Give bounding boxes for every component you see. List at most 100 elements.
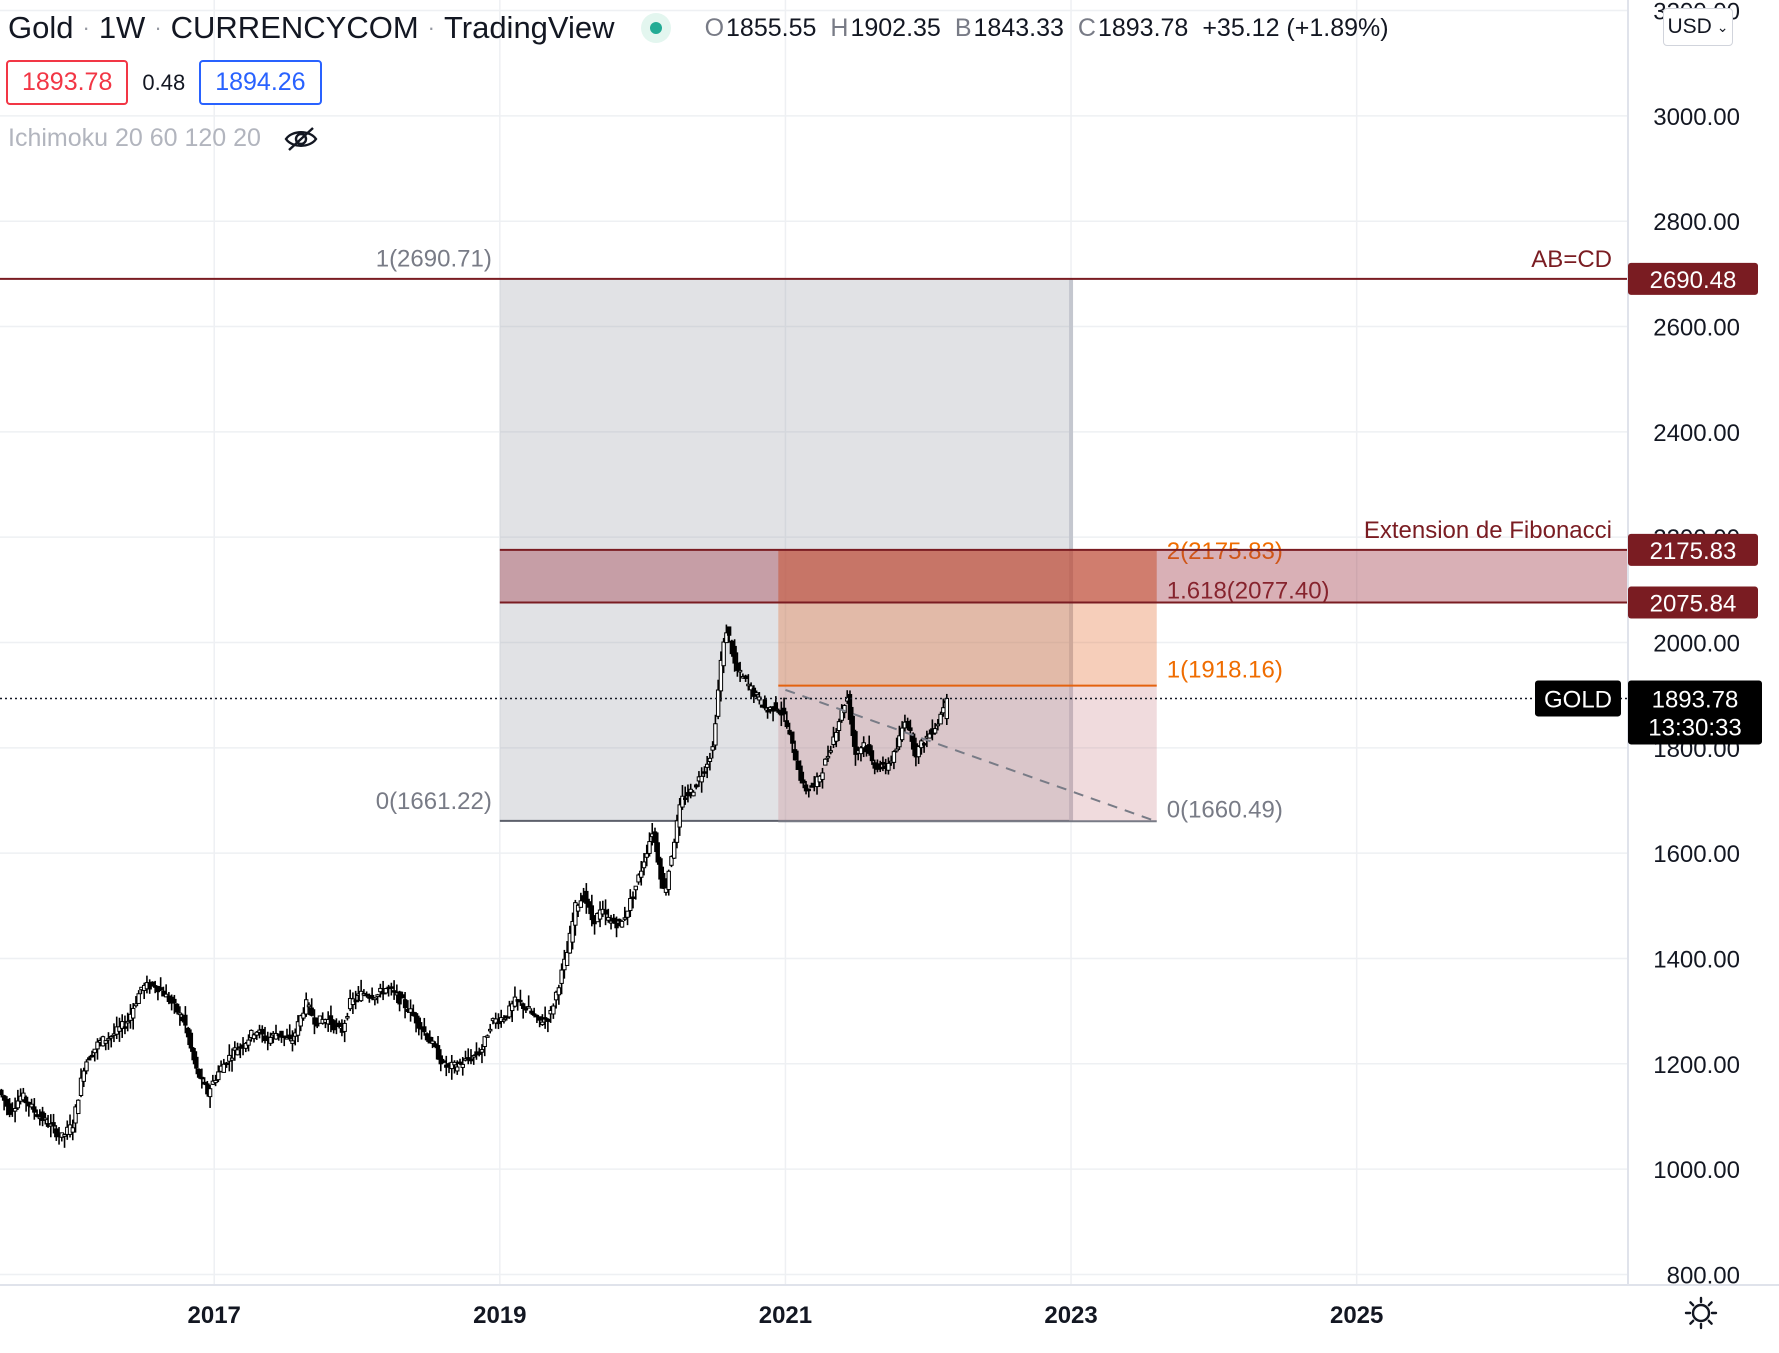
candle-body [633,885,638,891]
candle-body [106,1037,111,1041]
candle-body [87,1057,92,1061]
candle-body [693,784,699,788]
candle-body [853,731,858,755]
candle-body [828,750,833,753]
candle-body [243,1042,248,1049]
eye-off-icon[interactable] [283,125,319,153]
candle-body [921,743,927,746]
candle-body [427,1036,432,1044]
gear-icon[interactable] [1684,1296,1718,1330]
candle-body [877,766,883,770]
candle-body [251,1034,257,1040]
candle-body [202,1081,207,1085]
candle-body [435,1045,441,1060]
candle-body [941,707,946,714]
x-tick-label: 2023 [1044,1302,1097,1329]
candle-body [345,1016,350,1019]
candle-body [644,853,649,858]
candle-body [567,932,573,954]
candle-body [721,641,726,667]
candle-body [724,632,729,644]
candle-body [120,1021,125,1029]
candle-body [669,856,674,866]
candle-body [188,1032,194,1049]
interval-label[interactable]: 1W [98,10,146,45]
candle-body [578,900,584,908]
low-key: B [954,13,972,42]
candle-body [677,804,682,828]
candle-body [4,1098,10,1107]
candle-body [754,692,759,696]
candle-body [117,1026,122,1032]
candle-body [641,861,647,869]
candle-body [776,709,781,713]
candle-body [809,785,814,788]
y-tick-label: 1400.00 [1653,946,1740,973]
candle-body [792,749,798,761]
candle-body [858,747,864,755]
indicator-label[interactable]: Ichimoku 20 60 120 20 [8,124,261,152]
candle-body [43,1117,48,1121]
fib-level-2-label: 2(2175.83) [1167,538,1283,565]
sell-button[interactable]: 1893.78 [6,60,129,105]
symbol-tag: GOLD [1544,686,1612,713]
candle-body [614,922,619,929]
candle-body [910,733,916,750]
spread-value: 0.48 [142,69,186,95]
candle-body [301,1012,306,1019]
platform-label: TradingView [443,10,615,45]
bar-countdown: 13:30:33 [1648,714,1741,741]
y-tick-label: 1600.00 [1653,841,1740,868]
candle-body [358,990,364,1002]
candle-body [523,1007,529,1011]
currency-label: USD [1667,15,1712,38]
candle-body [526,1006,531,1009]
candle-body [279,1030,284,1038]
candle-body [542,1017,548,1020]
candle-body [798,765,803,781]
candle-body [897,735,902,748]
buy-button[interactable]: 1894.26 [199,60,322,105]
candle-body [507,1005,512,1018]
currency-selector[interactable]: USD ⌄ [1663,8,1733,46]
open-key: O [704,13,725,42]
candle-body [655,842,660,863]
candle-body [1,1095,7,1101]
candle-series [0,624,950,1148]
candle-body [372,997,378,1001]
candle-body [158,987,163,991]
candle-body [737,669,743,673]
candle-body [455,1066,460,1072]
candle-body [40,1111,45,1121]
fib-level-1618-label: 1.618(2077.40) [1167,578,1330,605]
candle-body [702,771,707,774]
candle-body [886,762,891,771]
candle-body [545,1018,551,1022]
candle-body [847,693,853,720]
candle-body [485,1035,490,1038]
candle-body [282,1035,287,1038]
candle-body [606,916,611,921]
candle-body [850,715,855,736]
candle-body [718,659,724,692]
target-zone [499,549,1628,603]
candle-body [216,1071,221,1081]
fib-zone-mid [778,601,1157,686]
indicator-legend[interactable]: Ichimoku 20 60 120 20 [8,124,319,153]
candle-body [932,728,938,734]
fib-zone-upper [778,549,1157,602]
symbol-name[interactable]: Gold [8,10,74,45]
candle-body [891,751,897,763]
candle-body [806,788,811,792]
candle-body [452,1061,457,1066]
candle-body [685,792,691,797]
candle-body [441,1060,446,1063]
candle-body [229,1057,235,1061]
candle-body [185,1027,191,1038]
candle-body [661,872,666,889]
candle-body [647,841,652,854]
zone-bottom-price-tag: 2075.84 [1650,591,1737,618]
candle-body [133,1003,139,1007]
